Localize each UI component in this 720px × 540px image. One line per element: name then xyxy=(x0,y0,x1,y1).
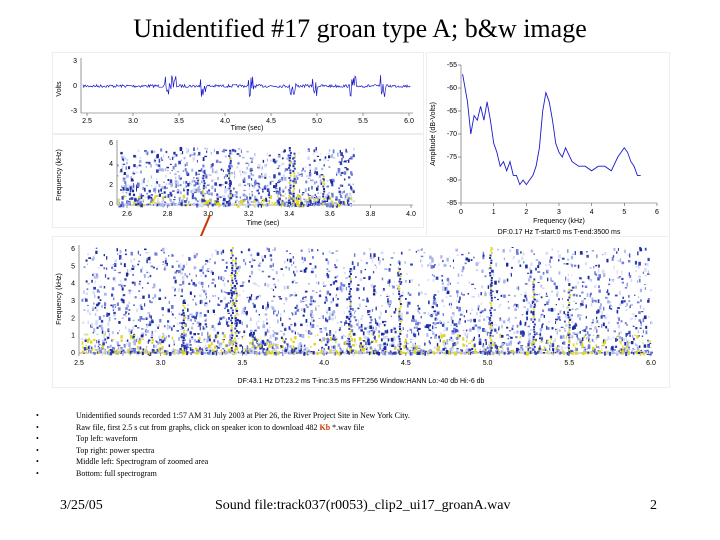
zoom-spectrogram-xlabel: Time (sec) xyxy=(247,220,280,227)
power-spectrum-ytick: -85 xyxy=(447,200,457,207)
power-spectrum-xtick: 1 xyxy=(492,209,496,216)
full-spectrogram-xtick: 3.0 xyxy=(156,360,166,367)
full-spectrogram-xtick: 5.0 xyxy=(483,360,493,367)
zoom-spectrogram-xtick: 2.8 xyxy=(163,211,173,218)
zoom-spectrogram: Frequency (kHz) 6 4 2 0 2.6 2.8 3.0 3.2 3.4 3.6 3… xyxy=(52,134,424,228)
full-spectrogram-xtick: 4.5 xyxy=(401,360,411,367)
full-spectrogram-ytick: 0 xyxy=(71,350,75,357)
waveform-xtick: 2.5 xyxy=(82,118,92,125)
power-spectrum-xtick: 3 xyxy=(557,209,561,216)
full-spectrogram-xtick: 3.5 xyxy=(238,360,248,367)
full-spectrogram-ytick: 6 xyxy=(71,246,75,253)
footer-filename: Sound file:track037(r0053)_clip2_ui17_gr… xyxy=(215,498,511,513)
power-spectrum-annotation: DF:0.17 Hz T-start:0 ms T-end:3500 ms xyxy=(498,229,621,236)
waveform-ytick: 3 xyxy=(73,58,77,65)
full-spectrogram-ytick: 5 xyxy=(71,263,75,270)
power-spectrum-ylabel: Amplitude (dB-Volts) xyxy=(430,102,437,166)
list-item: • Top right: power spectra xyxy=(36,445,155,455)
power-spectrum-ytick: -75 xyxy=(447,154,457,161)
full-spectrogram-xtick: 5.5 xyxy=(564,360,574,367)
power-spectrum-xtick: 2 xyxy=(524,209,528,216)
zoom-spectrogram-ytick: 2 xyxy=(109,182,113,189)
list-item: • Top left: waveform xyxy=(36,434,138,444)
full-spectrogram-ytick: 4 xyxy=(71,281,75,288)
waveform-xtick: 4.0 xyxy=(220,118,230,125)
zoom-spectrogram-xtick: 3.8 xyxy=(366,211,376,218)
waveform-xtick: 5.5 xyxy=(358,118,368,125)
full-spectrogram-ytick: 1 xyxy=(71,333,75,340)
slide-title: Unidentified #17 groan type A; b&w image xyxy=(133,14,587,43)
waveform-xtick: 5.0 xyxy=(312,118,322,125)
footer-date: 3/25/05 xyxy=(60,498,103,513)
full-spectrogram-xtick: 6.0 xyxy=(646,360,656,367)
waveform-ylabel: Volts xyxy=(56,81,63,97)
power-spectrum-ytick: -60 xyxy=(447,85,457,92)
page-number: 2 xyxy=(650,498,657,513)
power-spectrum-ytick: -65 xyxy=(447,108,457,115)
zoom-spectrogram-xtick: 4.0 xyxy=(406,211,416,218)
zoom-spectrogram-xtick: 3.6 xyxy=(325,211,335,218)
notes-list: • Unidentified sounds recorded 1:57 AM 31… xyxy=(36,410,410,480)
waveform-xlabel: Time (sec) xyxy=(231,125,264,132)
full-spectrogram-params: DF:43.1 Hz DT:23.2 ms T-inc:3.5 ms FFT:2… xyxy=(238,378,485,385)
power-spectrum-xlabel: Frequency (kHz) xyxy=(533,218,585,225)
zoom-spectrogram-ytick: 0 xyxy=(109,201,113,208)
download-link[interactable]: Kb xyxy=(319,422,331,432)
list-item: • Middle left: Spectrogram of zoomed area xyxy=(36,457,209,467)
zoom-spectrogram-xtick: 3.0 xyxy=(203,211,213,218)
power-spectrum-ytick: -80 xyxy=(447,177,457,184)
power-spectrum-xtick: 0 xyxy=(459,209,463,216)
full-spectrogram-xtick: 4.0 xyxy=(319,360,329,367)
list-item: • Raw file, first 2.5 s cut from graphs, … xyxy=(36,422,365,432)
power-spectrum-series xyxy=(462,74,641,186)
power-spectrum-chart: -55 -60 -65 -70 -75 -80 -850 1 2 3 4 5 6 Amplitude (d… xyxy=(426,52,670,240)
power-spectrum-xtick: 6 xyxy=(655,209,659,216)
zoom-spectrogram-xtick: 3.4 xyxy=(284,211,294,218)
waveform-xtick: 3.5 xyxy=(174,118,184,125)
full-spectrogram-xtick: 2.5 xyxy=(74,360,84,367)
full-spectrogram-ylabel: Frequency (kHz) xyxy=(56,273,63,325)
power-spectrum-xtick: 5 xyxy=(622,209,626,216)
power-spectrum-ytick: -55 xyxy=(447,62,457,69)
waveform-xtick: 3.0 xyxy=(128,118,138,125)
power-spectrum-xtick: 4 xyxy=(590,209,594,216)
full-spectrogram-ytick: 3 xyxy=(71,298,75,305)
full-spectrogram-ytick: 2 xyxy=(71,315,75,322)
waveform-plot: Volts 3 0 -3 2.5 3.0 3.5 4.0 4.5 5.0 5.5 6.0 Time… xyxy=(52,52,424,134)
waveform-xtick: 4.5 xyxy=(266,118,276,125)
zoom-spectrogram-ytick: 6 xyxy=(109,140,113,147)
zoom-spectrogram-xtick: 2.6 xyxy=(122,211,132,218)
zoom-spectrogram-xtick: 3.2 xyxy=(244,211,254,218)
waveform-xtick: 6.0 xyxy=(404,118,414,125)
full-spectrogram: Frequency (kHz) 6 5 4 3 2 1 0 2.5 3.0 3.5 4.0 4.5 5… xyxy=(52,236,670,388)
waveform-ytick: 0 xyxy=(73,83,77,90)
waveform-trace xyxy=(82,74,411,98)
power-spectrum-ytick: -70 xyxy=(447,131,457,138)
list-item: • Unidentified sounds recorded 1:57 AM 31… xyxy=(36,411,410,420)
zoom-spectrogram-ylabel: Frequency (kHz) xyxy=(56,149,63,201)
waveform-ytick: -3 xyxy=(71,108,77,115)
list-item: • Bottom: full spectrogram xyxy=(36,468,157,478)
zoom-spectrogram-ytick: 4 xyxy=(109,161,113,168)
